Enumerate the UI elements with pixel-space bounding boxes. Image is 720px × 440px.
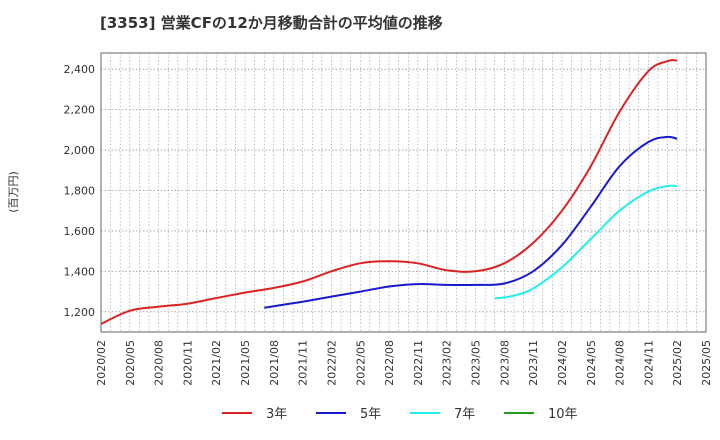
y-tick-label: 1,800 bbox=[64, 184, 96, 197]
series-lines bbox=[100, 59, 678, 325]
x-tick-label: 2021/05 bbox=[239, 340, 252, 386]
x-tick-label: 2021/08 bbox=[268, 340, 281, 386]
x-tick-label: 2023/05 bbox=[470, 340, 483, 386]
y-axis-label: (百万円) bbox=[7, 171, 20, 213]
x-tick-label: 2024/02 bbox=[556, 340, 569, 386]
y-tick-label: 2,400 bbox=[64, 63, 96, 76]
y-axis: 1,200 1,400 1,600 1,800 2,000 2,200 2,400 bbox=[64, 63, 96, 319]
x-tick-label: 2025/05 bbox=[700, 340, 713, 386]
x-tick-label: 2022/11 bbox=[412, 340, 425, 386]
x-tick-label: 2021/02 bbox=[210, 340, 223, 386]
series-line-2 bbox=[494, 184, 678, 300]
x-tick-label: 2020/02 bbox=[95, 340, 108, 386]
grid bbox=[100, 53, 707, 332]
series-line-1 bbox=[264, 135, 678, 309]
x-tick-label: 2021/11 bbox=[297, 340, 310, 386]
chart-title: [3353] 営業CFの12か月移動合計の平均値の推移 bbox=[100, 14, 443, 32]
plot-frame bbox=[100, 52, 707, 333]
x-tick-label: 2020/08 bbox=[153, 340, 166, 386]
y-tick-label: 1,400 bbox=[64, 265, 96, 278]
x-tick-label: 2022/05 bbox=[354, 340, 367, 386]
x-axis: 2020/02 2020/05 2020/08 2020/11 2021/02 2021/… bbox=[95, 340, 713, 386]
y-tick-label: 2,200 bbox=[64, 104, 96, 117]
legend-label: 5年 bbox=[360, 407, 381, 422]
x-tick-label: 2024/05 bbox=[585, 340, 598, 386]
legend-label: 7年 bbox=[454, 407, 475, 422]
x-tick-label: 2024/08 bbox=[614, 340, 627, 386]
x-tick-label: 2025/02 bbox=[671, 340, 684, 386]
x-tick-label: 2023/08 bbox=[498, 340, 511, 386]
y-tick-label: 2,000 bbox=[64, 144, 96, 157]
y-tick-label: 1,600 bbox=[64, 225, 96, 238]
x-tick-label: 2023/11 bbox=[527, 340, 540, 386]
x-tick-label: 2024/11 bbox=[642, 340, 655, 386]
x-tick-label: 2020/05 bbox=[124, 340, 137, 386]
x-tick-label: 2020/11 bbox=[181, 340, 194, 386]
x-tick-label: 2022/02 bbox=[325, 340, 338, 386]
legend: 3年 5年 7年 10年 bbox=[222, 407, 578, 422]
x-tick-label: 2022/08 bbox=[383, 340, 396, 386]
y-tick-label: 1,200 bbox=[64, 306, 96, 319]
legend-label: 10年 bbox=[548, 407, 578, 422]
legend-label: 3年 bbox=[266, 407, 287, 422]
x-tick-label: 2023/02 bbox=[441, 340, 454, 386]
series-line-0 bbox=[100, 59, 678, 325]
